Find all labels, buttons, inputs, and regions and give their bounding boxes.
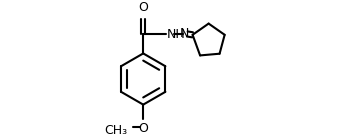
Text: O: O: [138, 1, 148, 14]
Text: N: N: [180, 27, 189, 40]
Text: O: O: [138, 122, 148, 135]
Text: NH: NH: [167, 28, 185, 41]
Text: CH₃: CH₃: [104, 124, 128, 137]
